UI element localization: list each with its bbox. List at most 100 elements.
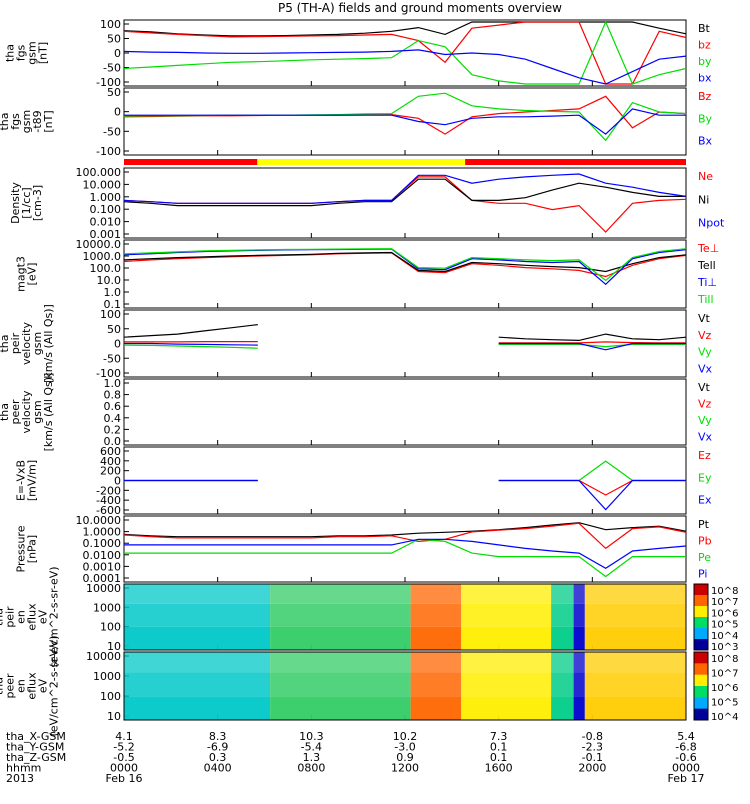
colorbar-tick: 10^4 — [711, 712, 738, 723]
ylabel-line: [nPa] — [26, 535, 39, 563]
panel-peir: 100 50 0-50 -100 thapeirvelocitygsm[km/s (Al… — [0, 304, 713, 383]
colorbar-cell — [694, 697, 708, 710]
y-tick-label: -400 — [96, 494, 121, 507]
y-tick-label: 0.100 — [90, 203, 122, 216]
y-tick-label: -200 — [96, 484, 121, 497]
series-line-Ne — [123, 176, 687, 233]
ylabel-line: en — [15, 679, 28, 693]
series-line-Vt — [123, 324, 687, 342]
footer-value: 0800 — [297, 762, 325, 775]
footer-label: tha_Z-GSM — [6, 751, 66, 764]
y-tick-label: 1000 — [93, 670, 121, 683]
footer-value: 7.3 — [490, 730, 508, 743]
panel-frame — [123, 239, 687, 309]
legend-Pi: Pi — [698, 568, 707, 581]
y-tick-label: 0 — [114, 106, 121, 119]
spectrogram-cell — [410, 626, 462, 650]
y-tick-label: 1.0 — [104, 377, 122, 390]
ylabel-line: fgs — [9, 113, 22, 130]
colorbar-tick: 10^3 — [711, 642, 738, 653]
series-line-Pb — [123, 522, 687, 550]
colorbar-tick: 10^7 — [711, 669, 738, 680]
y-tick-label: 50 — [107, 323, 121, 336]
y-tick-label: -100 — [96, 145, 121, 158]
spectrogram-cell — [573, 603, 585, 627]
series-line-Ti⊥ — [123, 248, 687, 286]
y-tick-label: 0.010 — [90, 216, 122, 229]
footer-value: Feb 16 — [106, 772, 143, 785]
y-tick-label: -100 — [96, 367, 121, 380]
ylabel-line: tha — [0, 608, 6, 626]
spectrogram-cell — [584, 652, 686, 673]
spectrogram-cell — [584, 696, 686, 720]
panel-ylabel: Pressure[nPa] — [15, 525, 39, 572]
spectrogram-cell — [410, 672, 462, 697]
panel-ylabel: magt3[eV] — [15, 256, 39, 292]
footer-value: 0.9 — [396, 751, 414, 764]
ylabel-line: gsm — [31, 400, 44, 423]
series-line-Vy — [123, 343, 686, 349]
series-line-Ni — [123, 178, 686, 207]
footer-value: 8.3 — [209, 730, 227, 743]
spectrogram-cell — [461, 672, 552, 697]
ylabel-line: eV — [37, 609, 50, 624]
series-line-Ez — [124, 479, 686, 496]
legend-By: By — [698, 112, 713, 125]
spectrogram-cell — [461, 696, 552, 720]
spectrogram-cell — [461, 584, 552, 604]
spectrogram-cell — [461, 652, 552, 673]
ylabel-line: gsm — [26, 41, 39, 64]
footer-value: 0400 — [204, 762, 232, 775]
footer-value: -0.1 — [582, 751, 603, 764]
series-line-Pe — [124, 538, 686, 578]
ylabel-line: (eV/cm^2-s-sr-eV) — [48, 566, 61, 667]
footer-value: 0.1 — [490, 741, 508, 754]
y-tick-label: 10 — [107, 710, 121, 723]
spectrogram-cell — [573, 696, 585, 720]
colorbar-tick: 10^5 — [711, 620, 738, 631]
legend-Vt: Vt — [698, 312, 711, 325]
ylabel-line: (eV/cm^2-s-sr-eV) — [48, 635, 61, 736]
spectrogram-cell — [551, 603, 574, 627]
panel-frame — [123, 378, 687, 446]
y-tick-label: 1.0 — [104, 286, 122, 299]
series-line-Tell — [123, 251, 687, 273]
y-tick-label: 0 — [114, 475, 121, 488]
colorbar-frame — [693, 651, 709, 721]
y-tick-label: 0.1 — [104, 298, 122, 311]
spectrogram-cell — [573, 672, 585, 697]
y-tick-label: 200 — [100, 465, 121, 478]
legend-Ez: Ez — [698, 449, 711, 462]
ylabel-line: tha — [0, 334, 11, 352]
legend-bz: bz — [698, 39, 711, 52]
panel-fgs: 100 500 -50-100 thafgsgsm[nT] Bt bz by bx — [4, 18, 712, 89]
series-line-Bt — [123, 21, 687, 37]
figure-title: P5 (TH-A) fields and ground moments over… — [278, 1, 562, 15]
legend-bx: bx — [698, 72, 712, 85]
colorbar-tick: 10^8 — [711, 586, 738, 597]
y-tick-label: 100 — [100, 18, 121, 31]
y-tick-label: 0.001 — [90, 228, 122, 241]
spectrogram-cell — [124, 626, 271, 650]
colorbar-cell — [694, 686, 708, 698]
panel-ylabel: thafgsgsm-t89[nT] — [0, 110, 55, 133]
colorbar-cell — [694, 595, 708, 607]
panel-peer-spec: 10000 1000 100 10 thapeerenefluxeV(eV/cm^2-s… — [0, 635, 738, 736]
footer-value: 1600 — [485, 762, 513, 775]
footer-value: -6.8 — [675, 741, 696, 754]
panel-ylabel: thapeervelocitygsm[km/s (All Qs)] — [0, 373, 55, 452]
ylabel-line: peir — [4, 606, 17, 628]
spectrogram-frame — [123, 651, 687, 721]
legend-Vx: Vx — [698, 431, 713, 444]
footer-value: -5.4 — [301, 741, 322, 754]
spectrogram-cell — [461, 603, 552, 627]
colorbar-tick: 10^5 — [711, 698, 738, 709]
legend-Pt: Pt — [698, 518, 710, 531]
y-tick-label: 0.0001 — [83, 572, 122, 585]
y-tick-label: -50 — [103, 62, 121, 75]
colorbar-tick: 10^6 — [711, 683, 738, 694]
footer-value: 5.4 — [677, 730, 695, 743]
